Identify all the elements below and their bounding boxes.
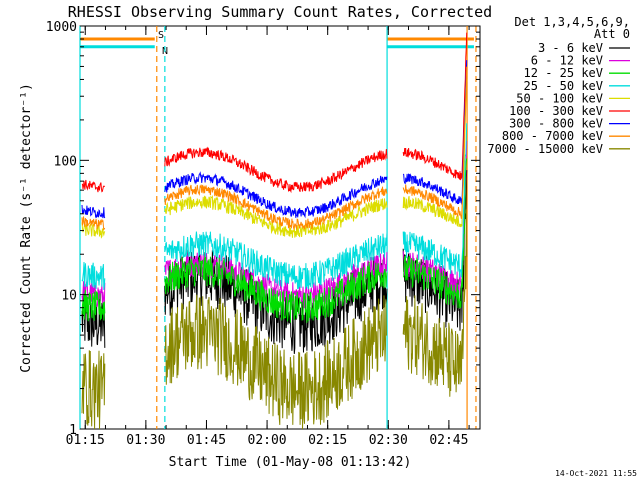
series-line: [81, 79, 468, 239]
legend-header-attenuator: Att 0: [594, 27, 630, 41]
legend-label: 800 - 7000 keV: [502, 129, 603, 143]
legend-label: 50 - 100 keV: [516, 91, 603, 105]
x-tick-label: 02:45: [429, 433, 468, 448]
series-line: [81, 209, 468, 430]
series-segment: [81, 204, 106, 219]
y-tick-label: 1: [69, 423, 77, 438]
series-segment: [402, 60, 468, 205]
series-segment: [81, 289, 106, 322]
series-line: [81, 123, 468, 290]
series-segment: [402, 79, 468, 228]
plot-data: SN: [79, 26, 477, 430]
x-tick-label: 01:30: [126, 433, 165, 448]
series-line: [81, 158, 468, 323]
x-tick-label: 02:00: [248, 433, 287, 448]
series-line: [81, 66, 468, 231]
series-segment: [81, 350, 106, 430]
legend-label: 300 - 800 keV: [509, 117, 603, 131]
series-segment: [402, 140, 468, 298]
legend-label: 3 - 6 keV: [538, 41, 603, 55]
legend-label: 7000 - 15000 keV: [487, 142, 603, 156]
x-tick-label: 01:45: [187, 433, 226, 448]
x-axis-label: Start Time (01-May-08 01:13:42): [169, 455, 412, 470]
series-segment: [164, 294, 388, 430]
x-tick-label: 02:15: [308, 433, 347, 448]
x-tick-label: 02:30: [369, 433, 408, 448]
series-segment: [402, 32, 468, 181]
series-segment: [402, 123, 468, 278]
y-tick-label: 1000: [46, 20, 77, 35]
series-segment: [402, 209, 468, 397]
legend-label: 100 - 300 keV: [509, 104, 603, 118]
legend-label: 25 - 50 keV: [524, 79, 603, 93]
series-line: [81, 60, 468, 219]
legend-label: 12 - 25 keV: [524, 66, 603, 80]
series-segment: [164, 231, 388, 290]
y-tick-label: 100: [54, 154, 77, 169]
y-axis: 1 10 100 1000: [46, 20, 480, 438]
series-segment: [164, 184, 388, 231]
series-segment: [81, 222, 106, 239]
series-segment: [164, 146, 388, 194]
series-segment: [81, 179, 106, 193]
x-tick-label: 01:15: [66, 433, 105, 448]
series-segment: [402, 170, 468, 331]
y-axis-label: Corrected Count Rate (s⁻¹ detector⁻¹): [19, 83, 34, 373]
series-segment: [81, 261, 106, 290]
series-line: [81, 32, 468, 194]
series-segment: [402, 66, 468, 219]
footer-timestamp: 14-Oct-2021 11:55: [555, 469, 637, 478]
attenuator-label: S: [158, 30, 164, 41]
x-axis: 01:15 01:30 01:45 02:00 02:15 02:30 02:45: [66, 26, 470, 448]
series-segment: [164, 171, 388, 219]
legend-header-detectors: Det 1,3,4,5,6,9,: [514, 15, 630, 29]
series-segment: [403, 158, 468, 309]
chart-title: RHESSI Observing Summary Count Rates, Co…: [68, 3, 492, 21]
series-segment: [164, 254, 388, 323]
legend-label: 6 - 12 keV: [531, 54, 603, 68]
series-segment: [164, 194, 388, 238]
y-tick-label: 10: [61, 289, 77, 304]
series-segment: [81, 216, 106, 231]
